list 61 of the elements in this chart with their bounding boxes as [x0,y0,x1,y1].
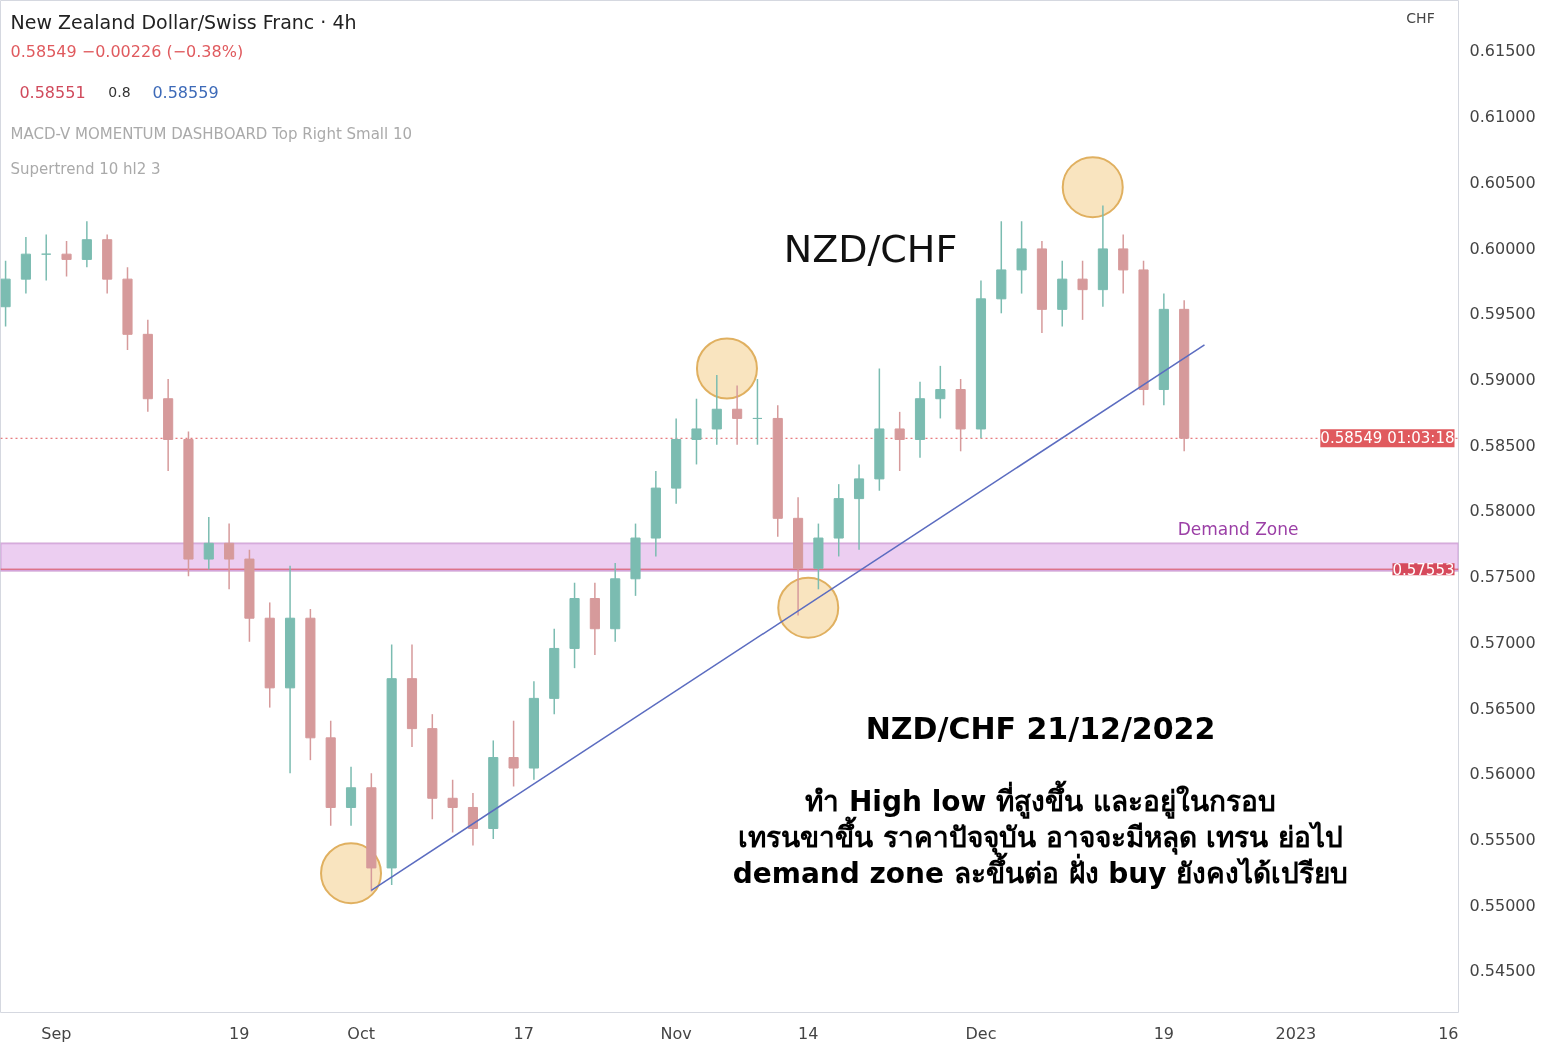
y-tick-label: 0.61500 [1469,41,1536,61]
ref-line-label: 0.57553 [1392,561,1455,580]
point [320,842,383,905]
annotation: 0.58559 [152,82,219,102]
candlestick [345,765,357,827]
text: 0.58549 −0.00226 (−0.38%) [10,42,244,61]
annotation: NZD/CHF [783,226,958,271]
candlestick [41,233,52,282]
y-tick-label: 0.54500 [1469,961,1536,981]
y-tick-label: 0.58500 [1469,435,1536,455]
annotation: MACD-V MOMENTUM DASHBOARD Top Right Small 10 [10,124,413,143]
candlestick [752,378,763,446]
band-label: Demand Zone [1177,519,1299,540]
annotation: Supertrend 10 hl2 3 [10,159,161,178]
x-tick-label: 17 [513,1023,534,1043]
y-tick-label: 0.59500 [1469,304,1536,324]
point [1061,156,1124,219]
y-tick-label: 0.60500 [1469,172,1536,192]
annotation: 0.8 [108,83,131,100]
annotation: CHF [1406,9,1435,26]
x-tick-label: Dec [965,1023,997,1043]
candlestick [81,220,92,269]
candlestick [447,779,458,834]
y-tick-label: 0.57500 [1469,567,1536,587]
x-tick-label: 19 [1153,1023,1175,1043]
x-tick-label: 19 [229,1023,250,1043]
annotation: 0.58551 [19,82,86,102]
candlestick [224,522,235,591]
candlestick [61,240,72,278]
candlestick [1077,259,1088,321]
candlestick [894,411,905,472]
y-tick-label: 0.58000 [1469,501,1536,521]
y-tick-label: 0.55500 [1469,830,1536,850]
ref-line-label: 0.58549 01:03:18 [1320,429,1455,448]
candlestick [203,516,214,571]
x-tick-label: 16 [1438,1023,1459,1043]
candlestick [732,384,743,446]
candlestick [691,397,702,466]
text: New Zealand Dollar/Swiss Franc · 4h [10,10,357,33]
candlestick [853,463,865,551]
x-tick-label: Oct [347,1023,376,1043]
y-tick-label: 0.59000 [1469,370,1536,390]
y-tick-label: 0.56000 [1469,764,1536,784]
x-tick-label: Sep [41,1023,72,1043]
y-tick-label: 0.60000 [1469,238,1536,258]
candlestick [508,719,519,788]
x-tick-label: Nov [660,1023,692,1043]
candlestick [1118,233,1129,295]
x-tick-label: 2023 [1275,1023,1317,1043]
annotation: NZD/CHF 21/12/2022 [865,711,1216,746]
candlestick [711,374,722,446]
y-tick-label: 0.55000 [1469,895,1536,915]
y-tick-label: 0.57000 [1469,632,1536,652]
point [695,337,758,400]
candlestick [467,792,479,847]
point [777,576,840,639]
y-tick-label: 0.56500 [1469,698,1536,718]
x-tick-label: 14 [798,1023,819,1043]
y-tick-label: 0.61000 [1469,107,1536,127]
candlestick [935,365,946,420]
candlestick [1016,220,1027,295]
